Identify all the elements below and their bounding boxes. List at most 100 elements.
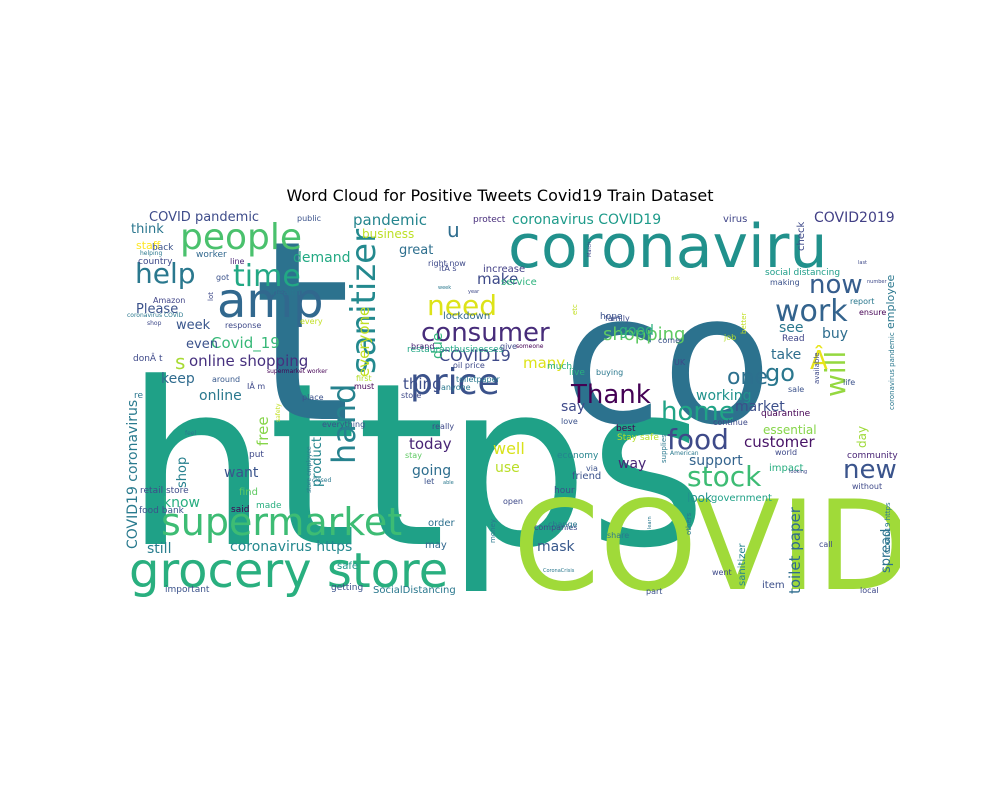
- word-amp: amp: [217, 273, 324, 329]
- word-made: made: [256, 501, 282, 511]
- word-back: back: [152, 243, 174, 253]
- word-item: item: [762, 580, 785, 591]
- word-must: must: [354, 382, 374, 391]
- word-got: got: [216, 273, 229, 282]
- word-share: share: [607, 531, 629, 540]
- word-change: change: [548, 520, 578, 529]
- word-coronavirus-https: coronavirus https: [230, 539, 352, 555]
- word-family: family: [605, 314, 630, 323]
- word-money: money: [489, 519, 497, 543]
- word-response: response: [225, 321, 261, 330]
- word-take: take: [771, 347, 801, 363]
- word-without: without: [852, 482, 882, 491]
- word-amazon: Amazon: [153, 296, 185, 305]
- word-coronavirus-covid19: coronavirus COVID19: [512, 212, 661, 228]
- word-virus: virus: [723, 214, 747, 225]
- word-online-shopping: online shopping: [189, 352, 308, 370]
- word-store-employee: store employee: [306, 446, 313, 493]
- word-hope: hope: [600, 312, 623, 322]
- word-go: go: [765, 359, 795, 387]
- word-around: around: [212, 375, 240, 384]
- word-working: working: [696, 388, 752, 404]
- word-sanitizer: sanitizer: [344, 229, 384, 374]
- word-say: say: [561, 399, 585, 415]
- word-stock: stock: [687, 460, 762, 493]
- word-think: think: [131, 222, 164, 237]
- word-sale: sale: [788, 385, 804, 394]
- word-safety: safety: [275, 403, 282, 422]
- word-order: order: [428, 518, 456, 529]
- word-lockdown: lockdown: [443, 311, 490, 322]
- word-new: new: [843, 455, 897, 485]
- word-every: every: [300, 317, 323, 326]
- word-co: co: [563, 256, 772, 465]
- word-re: re: [134, 391, 144, 401]
- word-free: free: [254, 416, 272, 446]
- word-part: part: [646, 587, 662, 596]
- word-customer: customer: [744, 433, 815, 451]
- word-time: time: [233, 259, 301, 294]
- word-covid19-https: COVID19 https: [884, 502, 892, 554]
- word-available: available: [813, 352, 821, 384]
- word-coronaviru: coronaviru: [508, 212, 827, 282]
- word-today: today: [409, 435, 452, 453]
- word-open: open: [503, 497, 523, 506]
- word-sanitizer: sanitizer: [737, 542, 748, 586]
- word-one: one: [727, 365, 768, 390]
- word-oil-price: oil price: [453, 361, 485, 370]
- word-employee: employee: [884, 274, 897, 329]
- word-give: give: [500, 342, 517, 351]
- word-place: place: [302, 393, 324, 402]
- word-went: went: [712, 568, 732, 577]
- word-covid: COVID: [513, 475, 900, 597]
- word-support: support: [689, 453, 743, 469]
- word-due: due: [430, 333, 446, 359]
- word-live: live: [569, 368, 585, 378]
- word-brand: brand: [411, 342, 434, 351]
- word-covid19-coronavirus: COVID19 coronavirus: [125, 400, 141, 549]
- word-need: need: [427, 289, 497, 322]
- word-really: really: [432, 422, 454, 431]
- word-well: well: [493, 439, 525, 458]
- word-supermarket-worker: supermarket worker: [267, 368, 328, 375]
- word-life: life: [843, 378, 855, 387]
- word-number: number: [867, 279, 887, 285]
- word-important: important: [165, 585, 210, 595]
- word-staff: staff: [136, 239, 161, 252]
- word-socialdistancing: SocialDistancing: [373, 585, 456, 596]
- word-demand: demand: [293, 250, 350, 266]
- word-shop: shop: [175, 457, 190, 488]
- word-best: best: [616, 424, 636, 434]
- word-stay-safe: Stay safe: [617, 433, 659, 443]
- word-market: market: [735, 399, 785, 415]
- word-come: come: [658, 336, 680, 345]
- word-may: may: [425, 540, 447, 551]
- word-it-s: itÂ s: [439, 262, 457, 273]
- word-service: service: [501, 277, 537, 288]
- word-t: t: [253, 209, 351, 478]
- word-read: Read: [782, 334, 805, 344]
- word-s: s: [175, 350, 185, 374]
- word-buying: buying: [596, 368, 623, 377]
- word-social-distancing: social distancing: [765, 268, 840, 278]
- word-essential: essential: [763, 423, 817, 437]
- word-last: last: [858, 260, 867, 266]
- word-coronavirus-pandemic: coronavirus pandemic: [888, 332, 896, 410]
- word-work: work: [775, 294, 848, 329]
- word-help: help: [135, 257, 196, 290]
- word-consumer: consumer: [421, 318, 550, 348]
- word-supermarket: supermarket: [161, 500, 402, 544]
- word-many: many: [523, 354, 565, 372]
- word-use: use: [495, 460, 520, 476]
- word-everyone: everyone: [355, 307, 373, 377]
- word-i-m: IÂ m: [247, 380, 265, 391]
- word-find: find: [239, 487, 258, 498]
- word-food-bank: food bank: [139, 506, 185, 516]
- word-hour: hour: [554, 486, 575, 496]
- word-supplies: supplies: [660, 434, 668, 463]
- word-mask: mask: [537, 539, 576, 555]
- word-u: u: [447, 218, 460, 242]
- word-safe: safe: [337, 561, 358, 572]
- word-still: still: [147, 541, 171, 557]
